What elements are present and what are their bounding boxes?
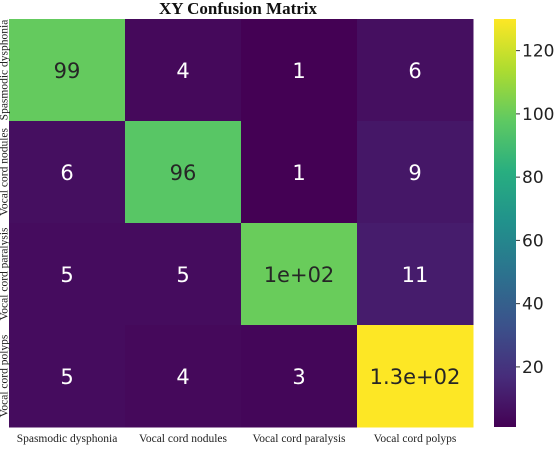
colorbar-tick-label: 80 xyxy=(522,168,544,188)
colorbar-ticks: 20 40 60 80 100 120 xyxy=(516,42,554,378)
heatmap-cells xyxy=(9,19,474,428)
cell-annotation: 4 xyxy=(176,59,189,83)
cell-annotation: 9 xyxy=(408,161,421,185)
y-tick-labels: Spasmodic dysphonia Vocal cord nodules Voc… xyxy=(0,20,11,418)
x-tick-label: Vocal cord paralysis xyxy=(252,433,346,445)
cell-annotation: 5 xyxy=(176,263,189,287)
cell-annotation: 6 xyxy=(60,161,73,185)
cell-annotation: 96 xyxy=(170,161,197,185)
x-tick-labels: Spasmodic dysphonia Vocal cord nodules Voc… xyxy=(17,433,457,445)
heatmap-cell xyxy=(241,223,358,326)
chart-title: XY Confusion Matrix xyxy=(159,0,318,18)
heatmap-cell xyxy=(357,325,474,428)
y-tick-label: Vocal cord paralysis xyxy=(0,227,11,321)
cell-annotation: 1 xyxy=(292,161,305,185)
y-tick-label: Spasmodic dysphonia xyxy=(0,20,11,121)
heatmap-cell xyxy=(357,121,474,224)
cell-annotation: 3 xyxy=(292,365,305,389)
cell-annotation: 1.3e+02 xyxy=(370,365,461,389)
cell-annotation: 5 xyxy=(60,365,73,389)
heatmap-cell xyxy=(125,325,242,428)
y-tick-label: Vocal cord polyps xyxy=(0,334,11,417)
heatmap-cell xyxy=(241,325,358,428)
cell-annotation: 5 xyxy=(60,263,73,287)
colorbar-tick-label: 60 xyxy=(522,231,544,251)
cell-annotation: 1 xyxy=(292,59,305,83)
heatmap-cell xyxy=(9,325,126,428)
x-tick-label: Vocal cord polyps xyxy=(374,433,457,445)
heatmap-annotations: 99 4 1 6 6 96 1 9 5 5 1e+02 11 5 4 3 1.3e+02 xyxy=(54,59,461,389)
colorbar xyxy=(494,19,516,427)
colorbar-tick-label: 20 xyxy=(522,358,544,378)
x-tick-label: Vocal cord nodules xyxy=(139,433,227,445)
heatmap-cell xyxy=(357,223,474,326)
cell-annotation: 6 xyxy=(408,59,421,83)
x-tick-label: Spasmodic dysphonia xyxy=(17,433,118,445)
heatmap-cell xyxy=(357,19,474,122)
heatmap-cell xyxy=(9,121,126,224)
heatmap-cell xyxy=(125,121,242,224)
colorbar-tick-label: 120 xyxy=(522,42,554,62)
heatmap-cell xyxy=(241,19,358,122)
heatmap-cell xyxy=(125,19,242,122)
heatmap-cell xyxy=(241,121,358,224)
y-tick-label: Vocal cord nodules xyxy=(0,128,11,216)
cell-annotation: 1e+02 xyxy=(264,263,335,287)
heatmap-cell xyxy=(9,19,126,122)
cell-annotation: 11 xyxy=(402,263,429,287)
cell-annotation: 4 xyxy=(176,365,189,389)
heatmap-cell xyxy=(125,223,242,326)
cell-annotation: 99 xyxy=(54,59,81,83)
heatmap-cell xyxy=(9,223,126,326)
colorbar-tick-label: 40 xyxy=(522,295,544,315)
colorbar-tick-label: 100 xyxy=(522,105,554,125)
